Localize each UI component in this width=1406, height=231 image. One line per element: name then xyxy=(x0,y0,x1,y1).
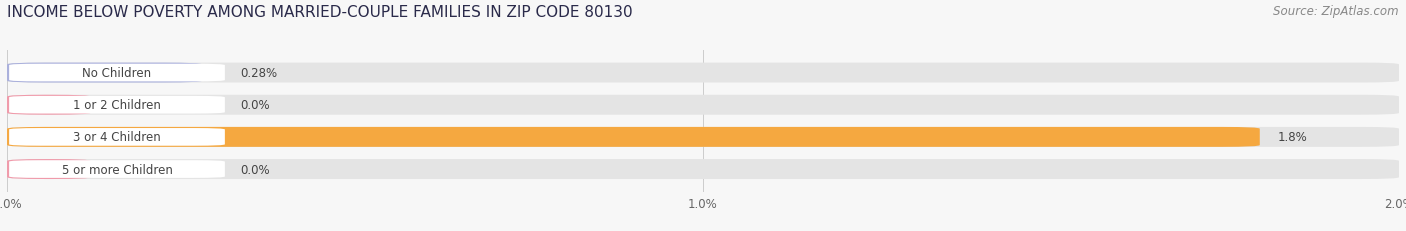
FancyBboxPatch shape xyxy=(8,97,225,114)
Text: No Children: No Children xyxy=(83,67,152,80)
FancyBboxPatch shape xyxy=(7,63,1399,83)
Text: Source: ZipAtlas.com: Source: ZipAtlas.com xyxy=(1274,5,1399,18)
Text: 1.8%: 1.8% xyxy=(1277,131,1308,144)
Text: 0.0%: 0.0% xyxy=(240,99,270,112)
FancyBboxPatch shape xyxy=(7,127,1260,147)
FancyBboxPatch shape xyxy=(7,63,202,83)
FancyBboxPatch shape xyxy=(7,159,90,179)
FancyBboxPatch shape xyxy=(7,95,90,115)
FancyBboxPatch shape xyxy=(7,159,1399,179)
Text: 3 or 4 Children: 3 or 4 Children xyxy=(73,131,160,144)
Text: 1 or 2 Children: 1 or 2 Children xyxy=(73,99,160,112)
FancyBboxPatch shape xyxy=(7,127,1399,147)
FancyBboxPatch shape xyxy=(7,95,1399,115)
Text: 0.28%: 0.28% xyxy=(240,67,277,80)
FancyBboxPatch shape xyxy=(8,128,225,146)
FancyBboxPatch shape xyxy=(8,64,225,82)
Text: 0.0%: 0.0% xyxy=(240,163,270,176)
FancyBboxPatch shape xyxy=(8,161,225,178)
Text: 5 or more Children: 5 or more Children xyxy=(62,163,173,176)
Text: INCOME BELOW POVERTY AMONG MARRIED-COUPLE FAMILIES IN ZIP CODE 80130: INCOME BELOW POVERTY AMONG MARRIED-COUPL… xyxy=(7,5,633,20)
